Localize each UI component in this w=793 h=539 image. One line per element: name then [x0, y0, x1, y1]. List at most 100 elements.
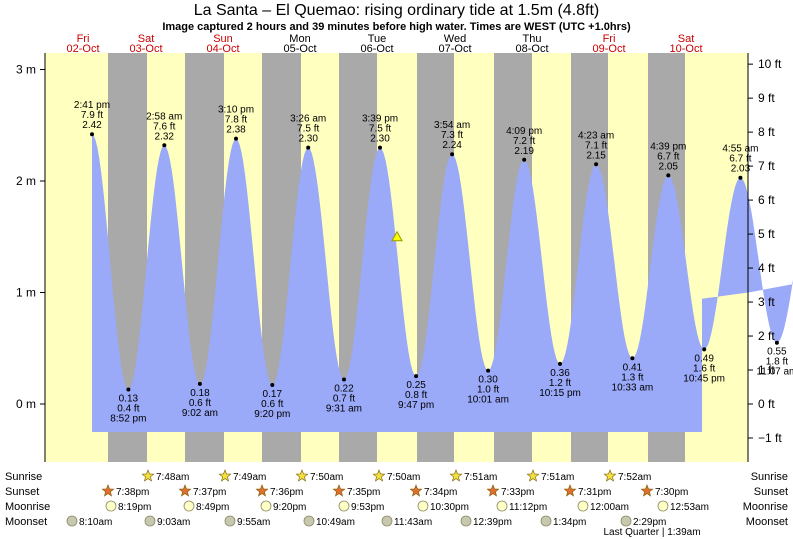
tide-label-m: 0.13	[119, 394, 139, 405]
sunrise-icon	[141, 469, 155, 482]
sunset-time: 7:34pm	[424, 487, 457, 498]
moonrise-icon	[657, 500, 669, 512]
tide-label-ft: 7.6 ft	[153, 121, 175, 132]
day-name: Fri	[603, 33, 616, 45]
tide-label-m: 0.30	[478, 375, 498, 386]
moonset-icon	[540, 515, 552, 527]
moonrise-icon	[577, 500, 589, 512]
tide-label-m: 2.38	[226, 125, 246, 136]
tide-point	[234, 136, 238, 141]
moonset-icon	[224, 515, 236, 527]
day-date: 07-Oct	[438, 43, 471, 55]
tide-point	[270, 383, 275, 387]
sunrise-time: 7:48am	[156, 472, 189, 483]
tide-label-time: 10:15 pm	[539, 388, 581, 399]
day-date: 04-Oct	[206, 43, 239, 55]
tide-point	[594, 162, 599, 167]
moonrise-icon	[338, 500, 350, 512]
sunrise-icon	[295, 469, 309, 482]
tide-point	[378, 145, 382, 150]
tide-label-ft: 7.5 ft	[369, 124, 391, 135]
tide-point	[486, 368, 491, 373]
moonset-time: 8:10am	[79, 517, 112, 528]
left-tick-label: 3 m	[16, 63, 36, 77]
right-tick-label: 10 ft	[758, 57, 782, 71]
sunset-time: 7:30pm	[655, 487, 688, 498]
day-date: 10-Oct	[669, 43, 702, 55]
right-tick-label: −1 ft	[758, 431, 782, 445]
sunrise-time: 7:51am	[464, 472, 497, 483]
sunset-time: 7:38pm	[116, 487, 149, 498]
tide-label-m: 0.49	[694, 353, 714, 364]
tide-label-time: 10:01 am	[467, 395, 509, 406]
tide-point	[738, 175, 743, 180]
sunrise-time: 7:50am	[387, 472, 420, 483]
sunset-icon	[409, 484, 423, 497]
tide-label-time: 11:07 am	[756, 367, 793, 378]
sunset-icon	[101, 484, 115, 497]
tide-label-time: 9:31 am	[326, 403, 362, 414]
day-name: Sat	[138, 33, 155, 45]
moonset-icon	[144, 515, 156, 527]
tide-label-m: 2.05	[659, 161, 679, 172]
sunrise-time: 7:50am	[310, 472, 343, 483]
tide-point	[558, 361, 562, 366]
sunrise-icon	[603, 469, 617, 482]
tide-label-time: 10:45 pm	[683, 373, 725, 384]
tide-label-time: 4:23 am	[578, 130, 614, 141]
moonset-icon	[620, 515, 632, 527]
moonrise-time: 10:30pm	[430, 502, 469, 513]
moonrise-time: 8:49pm	[196, 502, 229, 513]
sunset-icon	[255, 484, 269, 497]
moonset-time: 9:55am	[237, 517, 270, 528]
right-tick-label: 9 ft	[758, 91, 775, 105]
sunrise-icon	[449, 469, 463, 482]
tide-point	[630, 356, 635, 361]
moonset-icon	[303, 515, 315, 527]
moonset-time: 9:03am	[157, 517, 190, 528]
moonrise-icon	[260, 500, 272, 512]
row-label-left: Sunset	[5, 486, 39, 498]
tide-point	[126, 387, 131, 392]
day-date: 06-Oct	[360, 43, 393, 55]
current-level-marker	[391, 230, 403, 242]
tide-label-m: 0.36	[550, 368, 570, 379]
sunset-time: 7:37pm	[193, 487, 226, 498]
tide-label-ft: 1.0 ft	[477, 385, 499, 396]
moonrise-time: 8:19pm	[118, 502, 151, 513]
tide-label-ft: 1.2 ft	[549, 378, 571, 389]
sunrise-icon	[526, 469, 540, 482]
tide-label-m: 0.22	[334, 383, 354, 394]
tide-label-m: 2.03	[731, 164, 751, 175]
day-date: 08-Oct	[515, 43, 548, 55]
tide-label-time: 2:58 am	[146, 111, 182, 122]
left-tick-label: 1 m	[16, 286, 36, 300]
tide-label-ft: 1.8 ft	[766, 357, 788, 368]
sunrise-icon	[372, 469, 386, 482]
chart-title: La Santa – El Quemao: rising ordinary ti…	[193, 2, 600, 19]
moonset-icon	[66, 515, 78, 527]
moonset-icon	[460, 515, 472, 527]
tide-point	[306, 145, 311, 150]
tide-area	[92, 134, 793, 432]
left-tick-label: 0 m	[16, 397, 36, 411]
tide-label-m: 0.41	[623, 362, 643, 373]
tide-label-time: 3:10 pm	[218, 105, 254, 116]
right-tick-label: 8 ft	[758, 125, 775, 139]
sunset-icon	[640, 484, 654, 497]
moonrise-time: 12:00am	[590, 502, 629, 513]
moonset-icon	[381, 515, 393, 527]
right-tick-label: 4 ft	[758, 261, 775, 275]
day-name: Mon	[289, 33, 310, 45]
tide-label-ft: 7.3 ft	[441, 130, 463, 141]
tide-point	[774, 340, 779, 345]
tide-label-ft: 7.2 ft	[513, 136, 535, 147]
day-name: Sat	[678, 33, 695, 45]
tide-label-ft: 0.7 ft	[333, 393, 355, 404]
moonset-time: 2:29pm	[633, 517, 666, 528]
moonset-time: 11:43am	[394, 517, 432, 528]
tide-label-m: 2.24	[442, 140, 462, 151]
right-tick-label: 1 ft	[758, 363, 775, 377]
tide-point	[197, 381, 202, 386]
